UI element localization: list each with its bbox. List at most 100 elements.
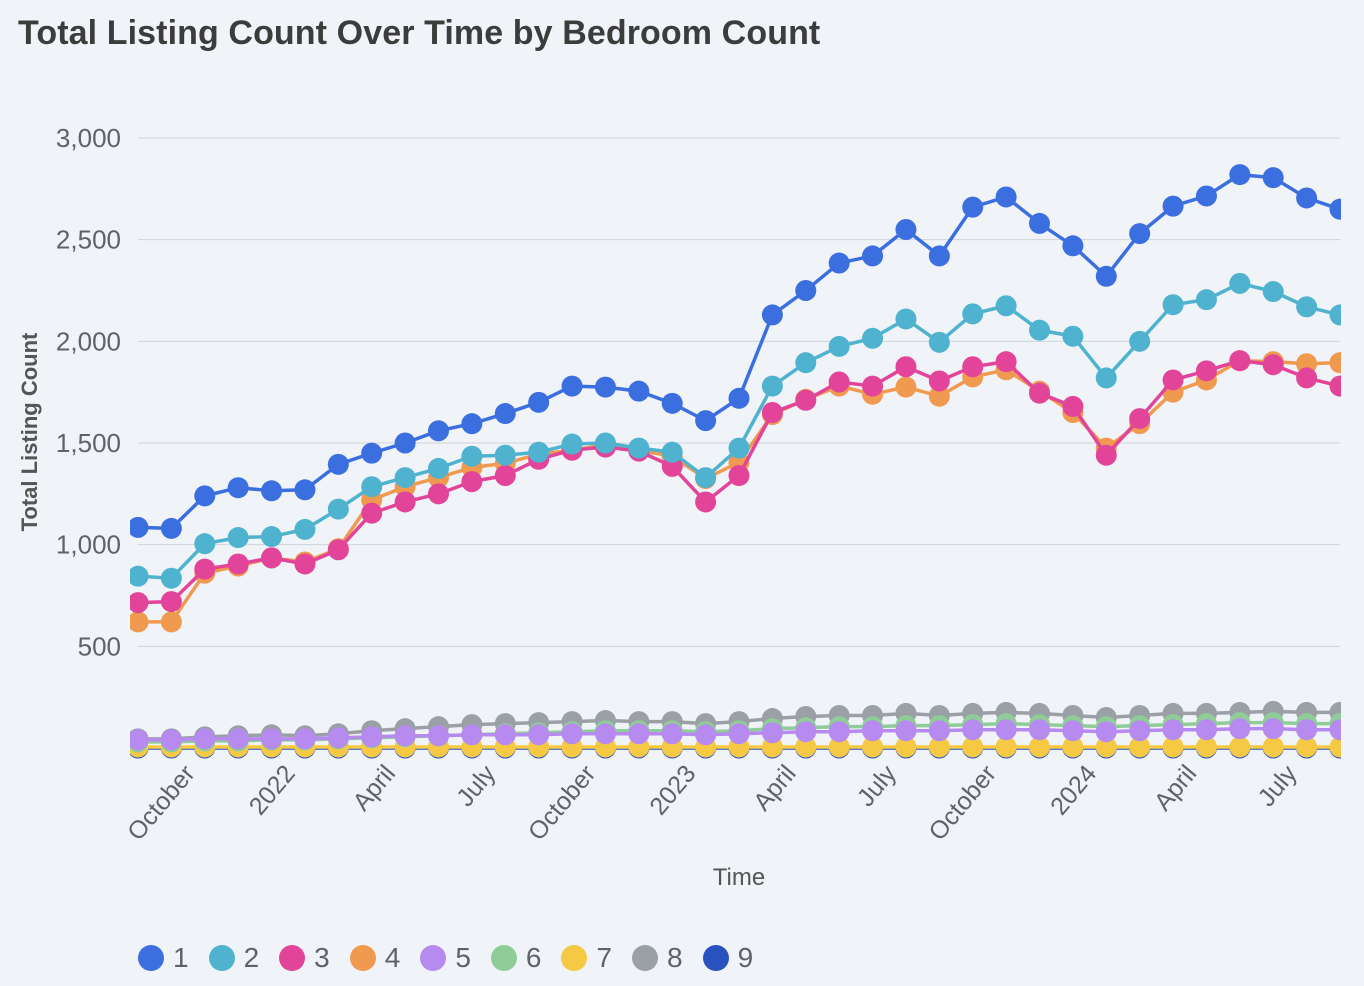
data-point-5[interactable]	[761, 722, 783, 744]
data-point-2[interactable]	[1195, 289, 1217, 311]
data-point-3[interactable]	[227, 553, 249, 575]
data-point-2[interactable]	[194, 533, 216, 555]
data-point-5[interactable]	[1162, 719, 1184, 741]
data-point-3[interactable]	[1162, 369, 1184, 391]
data-point-3[interactable]	[862, 375, 884, 397]
data-point-3[interactable]	[895, 356, 917, 378]
data-point-2[interactable]	[995, 295, 1017, 317]
data-point-1[interactable]	[394, 432, 416, 454]
data-point-2[interactable]	[227, 527, 249, 549]
data-point-2[interactable]	[594, 432, 616, 454]
data-point-1[interactable]	[828, 252, 850, 274]
data-point-1[interactable]	[294, 479, 316, 501]
data-point-3[interactable]	[828, 371, 850, 393]
data-point-2[interactable]	[1095, 367, 1117, 389]
data-point-5[interactable]	[1262, 718, 1284, 740]
data-point-2[interactable]	[895, 308, 917, 330]
data-point-4[interactable]	[160, 611, 182, 633]
data-point-1[interactable]	[1095, 265, 1117, 287]
data-point-5[interactable]	[1329, 719, 1351, 741]
data-point-5[interactable]	[1062, 720, 1084, 742]
data-point-2[interactable]	[828, 335, 850, 357]
data-point-3[interactable]	[494, 465, 516, 487]
data-point-5[interactable]	[995, 719, 1017, 741]
data-point-3[interactable]	[1029, 382, 1050, 404]
data-point-2[interactable]	[160, 567, 182, 589]
data-point-1[interactable]	[1029, 212, 1050, 234]
data-point-2[interactable]	[1162, 294, 1184, 316]
data-point-2[interactable]	[394, 467, 416, 489]
data-point-7[interactable]	[828, 736, 850, 758]
legend-item-4[interactable]: 4	[349, 942, 400, 974]
data-point-3[interactable]	[728, 465, 750, 487]
data-point-2[interactable]	[461, 445, 483, 467]
data-point-5[interactable]	[1229, 718, 1251, 740]
data-point-1[interactable]	[1296, 187, 1318, 209]
data-point-5[interactable]	[361, 726, 383, 748]
legend-item-5[interactable]: 5	[420, 942, 471, 974]
data-point-5[interactable]	[160, 729, 182, 751]
legend-item-2[interactable]: 2	[208, 942, 259, 974]
data-point-2[interactable]	[294, 518, 316, 540]
data-point-1[interactable]	[160, 517, 182, 539]
data-point-1[interactable]	[895, 219, 917, 240]
data-point-3[interactable]	[327, 539, 349, 561]
data-point-7[interactable]	[1162, 736, 1184, 758]
data-point-5[interactable]	[194, 728, 216, 750]
data-point-5[interactable]	[528, 724, 550, 746]
data-point-7[interactable]	[895, 736, 917, 758]
data-point-2[interactable]	[695, 467, 717, 489]
data-point-7[interactable]	[962, 736, 984, 758]
data-point-5[interactable]	[928, 720, 950, 742]
data-point-4[interactable]	[128, 611, 149, 633]
data-point-4[interactable]	[1329, 352, 1351, 374]
data-point-7[interactable]	[1029, 736, 1050, 758]
data-point-3[interactable]	[928, 370, 950, 392]
data-point-5[interactable]	[661, 723, 683, 745]
data-point-7[interactable]	[1195, 736, 1217, 758]
data-point-1[interactable]	[695, 410, 717, 432]
data-point-1[interactable]	[361, 442, 383, 464]
data-point-7[interactable]	[928, 736, 950, 758]
data-point-3[interactable]	[160, 591, 182, 613]
data-point-5[interactable]	[895, 720, 917, 742]
data-point-3[interactable]	[1329, 375, 1351, 397]
data-point-3[interactable]	[394, 491, 416, 513]
data-point-1[interactable]	[128, 516, 149, 538]
data-point-3[interactable]	[428, 483, 449, 505]
data-point-4[interactable]	[895, 376, 917, 398]
data-point-5[interactable]	[461, 724, 483, 746]
data-point-5[interactable]	[1029, 719, 1050, 741]
data-point-3[interactable]	[695, 491, 717, 513]
data-point-3[interactable]	[962, 356, 984, 378]
data-point-5[interactable]	[1195, 719, 1217, 741]
data-point-3[interactable]	[1195, 360, 1217, 382]
data-point-5[interactable]	[428, 725, 449, 747]
data-point-2[interactable]	[928, 331, 950, 353]
data-point-5[interactable]	[795, 721, 817, 743]
data-point-3[interactable]	[128, 592, 149, 614]
data-point-3[interactable]	[1229, 350, 1251, 372]
data-point-2[interactable]	[628, 437, 650, 459]
data-point-5[interactable]	[962, 719, 984, 741]
data-point-2[interactable]	[761, 375, 783, 397]
data-point-7[interactable]	[795, 736, 817, 758]
data-point-1[interactable]	[962, 196, 984, 218]
data-point-7[interactable]	[862, 736, 884, 758]
data-point-5[interactable]	[128, 729, 149, 751]
data-point-1[interactable]	[194, 485, 216, 507]
data-point-5[interactable]	[728, 723, 750, 745]
data-point-1[interactable]	[661, 392, 683, 414]
data-point-1[interactable]	[1262, 167, 1284, 189]
legend-item-6[interactable]: 6	[490, 942, 541, 974]
data-point-2[interactable]	[1296, 296, 1318, 318]
data-point-1[interactable]	[1062, 235, 1084, 257]
data-point-2[interactable]	[261, 526, 283, 548]
data-point-3[interactable]	[361, 502, 383, 524]
data-point-3[interactable]	[1129, 408, 1151, 430]
data-point-1[interactable]	[327, 453, 349, 475]
data-point-1[interactable]	[227, 477, 249, 499]
data-point-2[interactable]	[1029, 319, 1050, 341]
data-point-4[interactable]	[928, 385, 950, 407]
data-point-3[interactable]	[1262, 354, 1284, 376]
